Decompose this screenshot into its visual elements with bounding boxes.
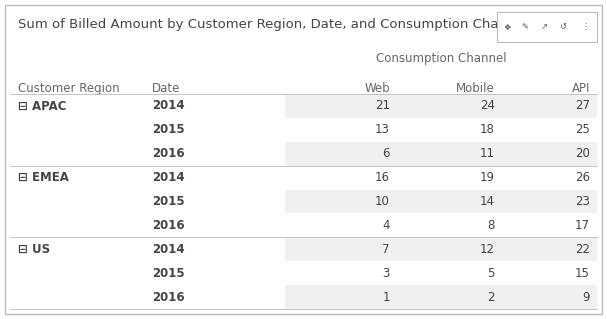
Bar (285, 285, 597, 309)
Text: 25: 25 (575, 123, 590, 136)
Text: Mobile: Mobile (456, 82, 495, 95)
Text: Consumption Channel: Consumption Channel (376, 52, 506, 65)
Text: ⋮: ⋮ (581, 23, 589, 32)
Text: ⊟ EMEA: ⊟ EMEA (18, 171, 69, 184)
Text: 20: 20 (575, 147, 590, 160)
Text: 1: 1 (382, 291, 390, 304)
Text: ⊟ APAC: ⊟ APAC (18, 100, 67, 112)
Text: 2: 2 (487, 291, 495, 304)
Text: ✎: ✎ (521, 23, 529, 32)
Text: 24: 24 (480, 100, 495, 112)
Text: 2016: 2016 (152, 219, 185, 232)
Text: 2014: 2014 (152, 100, 185, 112)
Text: 18: 18 (480, 123, 495, 136)
Text: ↺: ↺ (560, 23, 566, 32)
Bar (285, 142, 597, 166)
Text: 26: 26 (575, 171, 590, 184)
Text: 2014: 2014 (152, 171, 185, 184)
Text: 2015: 2015 (152, 195, 185, 208)
Text: 2016: 2016 (152, 147, 185, 160)
Text: 2015: 2015 (152, 123, 185, 136)
Text: API: API (572, 82, 590, 95)
Text: ↗: ↗ (540, 23, 548, 32)
Text: Customer Region: Customer Region (18, 82, 120, 95)
Bar (285, 94, 597, 118)
Bar (285, 237, 597, 261)
Text: 7: 7 (382, 243, 390, 256)
Text: ⊟ US: ⊟ US (18, 243, 50, 256)
Text: Date: Date (152, 82, 180, 95)
Bar (497, 12, 597, 42)
Text: ❖: ❖ (503, 23, 510, 32)
Text: 17: 17 (575, 219, 590, 232)
Text: 13: 13 (375, 123, 390, 136)
Text: 22: 22 (575, 243, 590, 256)
Text: Sum of Billed Amount by Customer Region, Date, and Consumption Channel: Sum of Billed Amount by Customer Region,… (18, 18, 527, 31)
Text: 2016: 2016 (152, 291, 185, 304)
Text: 3: 3 (382, 267, 390, 280)
Text: Web: Web (364, 82, 390, 95)
Text: 21: 21 (375, 100, 390, 112)
Text: 2015: 2015 (152, 267, 185, 280)
Text: 15: 15 (575, 267, 590, 280)
Text: 9: 9 (583, 291, 590, 304)
Text: 10: 10 (375, 195, 390, 208)
Text: 8: 8 (487, 219, 495, 232)
Text: 5: 5 (487, 267, 495, 280)
Text: 19: 19 (480, 171, 495, 184)
Text: 6: 6 (382, 147, 390, 160)
Text: 16: 16 (375, 171, 390, 184)
Text: 2014: 2014 (152, 243, 185, 256)
Text: 12: 12 (480, 243, 495, 256)
Bar (285, 189, 597, 213)
Text: 4: 4 (382, 219, 390, 232)
Text: 11: 11 (480, 147, 495, 160)
Text: 23: 23 (575, 195, 590, 208)
Text: 27: 27 (575, 100, 590, 112)
Text: 14: 14 (480, 195, 495, 208)
